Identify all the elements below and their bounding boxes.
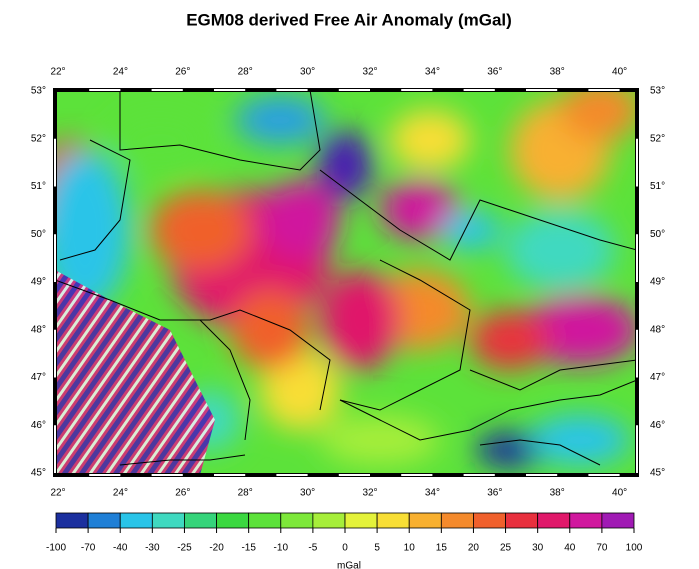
- lat-label: 51°: [31, 181, 46, 192]
- colorbar-label: -5: [308, 543, 317, 554]
- colorbar-segment: [87, 512, 121, 529]
- colorbar-label: 100: [626, 543, 643, 554]
- lat-label: 50°: [31, 229, 46, 240]
- colorbar-label: 10: [404, 543, 416, 554]
- anomaly-patch: [530, 415, 630, 465]
- colorbar-segment: [601, 512, 635, 529]
- lon-label: 36°: [487, 67, 502, 78]
- lat-label: 52°: [31, 133, 46, 144]
- colorbar-label: 5: [374, 543, 380, 554]
- colorbar-label: 70: [596, 543, 608, 554]
- lon-label: 30°: [300, 488, 315, 499]
- lat-label: 50°: [650, 229, 665, 240]
- colorbar-label: 40: [564, 543, 576, 554]
- colorbar-segment: [119, 512, 153, 529]
- anomaly-patch: [440, 210, 500, 250]
- colorbar-label: 25: [500, 543, 512, 554]
- lon-label: 30°: [300, 67, 315, 78]
- anomaly-patch: [317, 130, 373, 200]
- lon-label: 24°: [113, 488, 128, 499]
- lat-label: 48°: [650, 324, 665, 335]
- colorbar-label: -15: [241, 543, 256, 554]
- colorbar-label: 0: [342, 543, 348, 554]
- lon-label: 34°: [425, 488, 440, 499]
- colorbar-label: -20: [209, 543, 224, 554]
- lat-label: 51°: [650, 181, 665, 192]
- lat-label: 48°: [31, 324, 46, 335]
- anomaly-patch: [390, 110, 470, 170]
- anomaly-patch: [235, 95, 325, 145]
- colorbar-segment: [344, 512, 378, 529]
- colorbar-segment: [376, 512, 410, 529]
- lon-label: 40°: [612, 67, 627, 78]
- anomaly-patch: [260, 180, 340, 260]
- lon-label: 24°: [113, 67, 128, 78]
- lon-label: 28°: [238, 488, 253, 499]
- lat-label: 53°: [31, 86, 46, 97]
- colorbar-label: -10: [274, 543, 289, 554]
- lon-label: 28°: [238, 67, 253, 78]
- lat-label: 49°: [31, 277, 46, 288]
- lon-label: 36°: [487, 488, 502, 499]
- colorbar-segment: [408, 512, 442, 529]
- anomaly-patch: [55, 150, 130, 310]
- lat-label: 46°: [650, 420, 665, 431]
- lat-label: 47°: [31, 372, 46, 383]
- colorbar-label: 20: [468, 543, 480, 554]
- anomaly-patch: [505, 210, 615, 290]
- anomaly-patch: [320, 270, 400, 370]
- lon-label: 32°: [362, 488, 377, 499]
- colorbar-label: -25: [177, 543, 192, 554]
- anomaly-patch: [150, 190, 250, 270]
- lon-label: 22°: [50, 67, 65, 78]
- colorbar-segment: [280, 512, 314, 529]
- colorbar-label: 30: [532, 543, 544, 554]
- lon-label: 26°: [175, 67, 190, 78]
- lat-label: 45°: [650, 468, 665, 479]
- lat-label: 47°: [650, 372, 665, 383]
- colorbar-segment: [537, 512, 571, 529]
- anomaly-patch: [230, 290, 310, 370]
- lat-label: 52°: [650, 133, 665, 144]
- colorbar-label: -70: [81, 543, 96, 554]
- colorbar-segment: [216, 512, 250, 529]
- anomaly-patch: [520, 295, 637, 365]
- lon-label: 38°: [550, 67, 565, 78]
- colorbar-segment: [312, 512, 346, 529]
- colorbar-segment: [569, 512, 603, 529]
- colorbar-label: -40: [113, 543, 128, 554]
- colorbar-label: -100: [46, 543, 66, 554]
- colorbar-segment: [55, 512, 89, 529]
- anomaly-patch: [470, 310, 550, 370]
- map-title: EGM08 derived Free Air Anomaly (mGal): [186, 10, 512, 29]
- anomaly-patch: [560, 90, 637, 140]
- colorbar-segment: [440, 512, 474, 529]
- lat-label: 45°: [31, 468, 46, 479]
- lon-label: 40°: [612, 488, 627, 499]
- lat-label: 49°: [650, 277, 665, 288]
- colorbar-label: 15: [436, 543, 448, 554]
- lon-label: 32°: [362, 67, 377, 78]
- anomaly-patch: [110, 110, 210, 170]
- colorbar-segment: [248, 512, 282, 529]
- anomaly-patch: [380, 180, 460, 240]
- colorbar-unit: mGal: [337, 561, 361, 569]
- lon-label: 34°: [425, 67, 440, 78]
- colorbar-segment: [184, 512, 217, 529]
- lat-label: 46°: [31, 420, 46, 431]
- colorbar-segment: [473, 512, 506, 529]
- colorbar-segment: [505, 512, 539, 529]
- anomaly-map: [55, 90, 637, 475]
- lon-label: 22°: [50, 488, 65, 499]
- lat-label: 53°: [650, 86, 665, 97]
- colorbar-label: -30: [145, 543, 160, 554]
- lon-label: 26°: [175, 488, 190, 499]
- colorbar-segment: [151, 512, 185, 529]
- anomaly-patch: [320, 415, 440, 465]
- lon-label: 38°: [550, 488, 565, 499]
